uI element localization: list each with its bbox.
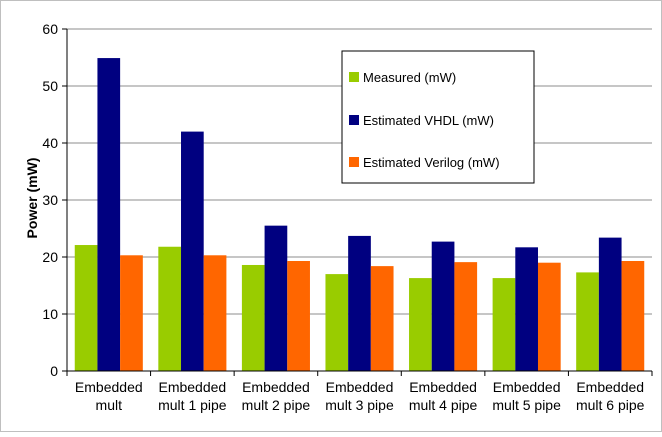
bar-3-cat-3 [287, 260, 310, 371]
bar-1-cat-4 [325, 274, 349, 371]
bar-2-cat-4 [348, 235, 371, 371]
x-category-label: Embedded mult 3 pipe [325, 379, 394, 413]
x-category-label: Embedded mult 4 pipe [409, 379, 478, 413]
bar-3-cat-7 [621, 260, 645, 371]
bar-2-cat-7 [598, 237, 622, 371]
bar-2-cat-6 [515, 247, 538, 371]
x-category-label: Embedded mult 6 pipe [576, 379, 645, 413]
y-tick-label: 60 [42, 21, 58, 37]
bar-2-cat-3 [264, 225, 288, 371]
x-category-label: Embedded mult [75, 379, 143, 413]
y-tick-label: 40 [42, 135, 58, 151]
bar-3-cat-5 [454, 262, 478, 371]
y-tick-label: 50 [42, 78, 58, 94]
bar-group [74, 58, 645, 371]
bar-1-cat-5 [409, 278, 432, 371]
bar-1-cat-3 [241, 264, 265, 371]
legend-label: Estimated VHDL (mW) [363, 113, 494, 128]
y-tick-label: 10 [42, 306, 58, 322]
legend: Measured (mW) Estimated VHDL (mW) Estimate… [341, 50, 535, 184]
bar-2-cat-1 [97, 58, 121, 371]
y-tick-labels: 0 10 20 30 40 50 60 [42, 21, 58, 379]
y-tick-label: 30 [42, 192, 58, 208]
bar-2-cat-5 [431, 241, 455, 371]
y-tick-label: 20 [42, 249, 58, 265]
legend-label: Measured (mW) [363, 70, 456, 85]
bar-3-cat-4 [370, 266, 394, 371]
bar-1-cat-1 [74, 245, 98, 371]
x-category-label: Embedded mult 2 pipe [242, 379, 311, 413]
y-axis-title: Power (mW) [24, 158, 40, 239]
x-category-labels: Embedded mult Embedded mult 1 pipe Embedded m… [75, 379, 645, 413]
bar-1-cat-6 [492, 278, 516, 371]
bar-3-cat-2 [203, 255, 227, 371]
y-tick-label: 0 [50, 363, 58, 379]
x-category-label: Embedded mult 1 pipe [158, 379, 227, 413]
bar-3-cat-1 [120, 255, 143, 371]
legend-swatch [349, 115, 359, 125]
x-category-label: Embedded mult 5 pipe [492, 379, 561, 413]
legend-label: Estimated Verilog (mW) [363, 155, 500, 170]
bar-3-cat-6 [537, 262, 561, 371]
legend-swatch [349, 72, 359, 82]
bar-1-cat-2 [158, 246, 182, 371]
legend-box [341, 50, 535, 184]
legend-swatch [349, 157, 359, 167]
bar-1-cat-7 [576, 272, 599, 371]
bar-2-cat-2 [181, 131, 204, 371]
axes [62, 28, 653, 376]
